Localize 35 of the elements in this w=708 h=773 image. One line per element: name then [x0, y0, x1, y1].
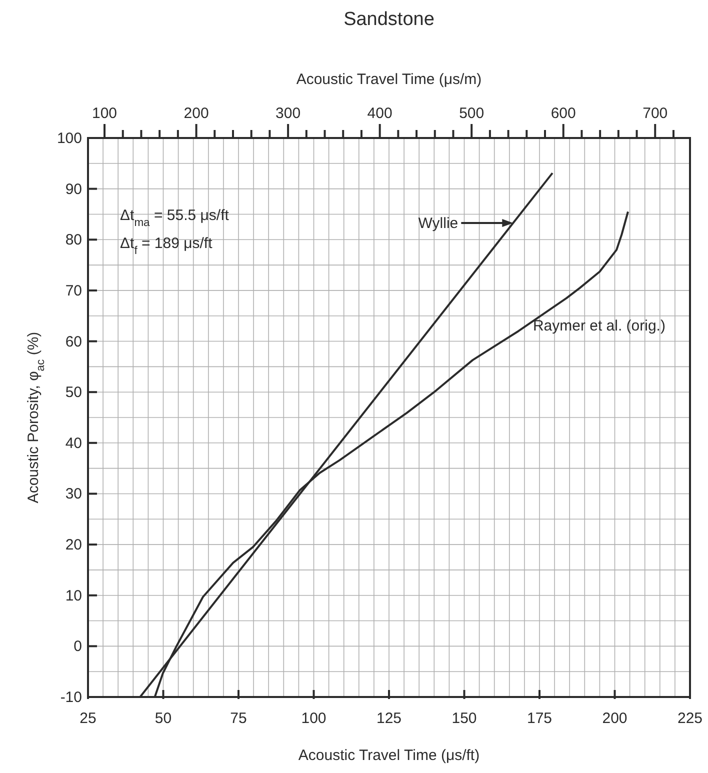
- y-tick-label: 40: [65, 434, 82, 452]
- x2-tick-label: 300: [276, 105, 301, 122]
- y-tick-label: 90: [65, 180, 82, 198]
- legend-label: Wyllie: [418, 214, 458, 232]
- annotation: Δt$_{ma}$ = 55.5 μs/ft: [120, 207, 230, 229]
- x-tick-label: 50: [154, 710, 172, 727]
- y-tick-label: 10: [65, 587, 82, 604]
- series-label: Raymer et al. (orig.): [532, 317, 666, 334]
- y-tick-label: 30: [65, 486, 82, 503]
- y-tick-label: 70: [65, 282, 82, 300]
- chart-title: Sandstone: [344, 9, 434, 30]
- x2-tick-label: 400: [367, 105, 392, 122]
- x2-axis-title: Acoustic Travel Time (μs/m): [296, 71, 482, 88]
- x-axis-title: Acoustic Travel Time (μs/ft): [298, 747, 480, 764]
- x-tick-label: 75: [230, 710, 247, 727]
- y-tick-label: 100: [56, 130, 82, 147]
- y-tick-label: 80: [65, 232, 82, 249]
- x2-tick-label: 200: [184, 105, 209, 122]
- y-tick-label: 20: [65, 536, 82, 554]
- y-tick-label: 50: [65, 384, 82, 402]
- y-tick-label: -10: [60, 689, 82, 706]
- y-tick-label: 60: [65, 333, 82, 350]
- x-tick-label: 125: [376, 710, 402, 727]
- x-tick-label: 225: [677, 710, 703, 727]
- y-tick-label: 0: [74, 638, 82, 656]
- x2-tick-label: 100: [92, 105, 118, 122]
- x-tick-label: 175: [526, 710, 552, 727]
- x-tick-label: 150: [452, 710, 477, 727]
- x2-tick-label: 700: [642, 105, 668, 122]
- annotation: Δt$_{f}$ = 189 μs/ft: [120, 235, 214, 257]
- x-tick-label: 200: [602, 710, 628, 727]
- x2-tick-label: 600: [550, 105, 576, 122]
- x-tick-label: 25: [80, 710, 96, 727]
- x2-tick-label: 500: [459, 105, 484, 122]
- x-tick-label: 100: [301, 710, 326, 727]
